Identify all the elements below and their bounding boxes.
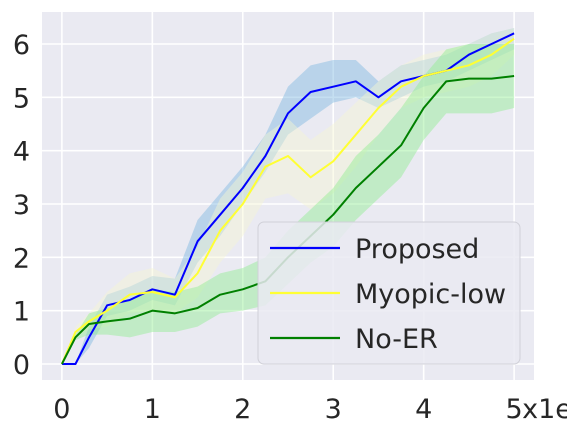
y-tick-label: 5: [13, 83, 30, 114]
y-tick-labels: 0 1 2 3 4 5 6: [13, 30, 30, 381]
legend-entries: Proposed Myopic-low No-ER: [270, 234, 506, 355]
band-proposed: [61, 28, 515, 364]
y-tick-label: 4: [13, 137, 30, 168]
confidence-bands: [61, 28, 515, 364]
legend-label: Proposed: [355, 234, 479, 265]
band-myopic-low: [61, 28, 515, 364]
legend-box: [257, 221, 521, 365]
band-no-er: [61, 44, 515, 364]
x-tick-label: 4: [415, 394, 432, 425]
legend: Proposed Myopic-low No-ER: [257, 221, 521, 365]
x-tick-label: 0: [53, 394, 70, 425]
grid: [42, 12, 534, 380]
x-tick-label: 1: [144, 394, 161, 425]
x-tick-labels: 0 1 2 3 4 5: [53, 394, 522, 425]
x-offset-text: x1e6: [522, 394, 567, 425]
y-tick-label: 6: [13, 30, 30, 61]
x-tick-label: 5: [506, 394, 523, 425]
y-tick-label: 2: [13, 243, 30, 274]
series-line-myopic-low: [60, 37, 515, 365]
legend-label: No-ER: [355, 324, 438, 355]
legend-label: Myopic-low: [355, 279, 506, 310]
x-tick-label: 3: [325, 394, 342, 425]
y-tick-label: 0: [13, 350, 30, 381]
y-tick-label: 3: [13, 190, 30, 221]
x-tick-label: 2: [234, 394, 251, 425]
y-tick-label: 1: [13, 297, 30, 328]
